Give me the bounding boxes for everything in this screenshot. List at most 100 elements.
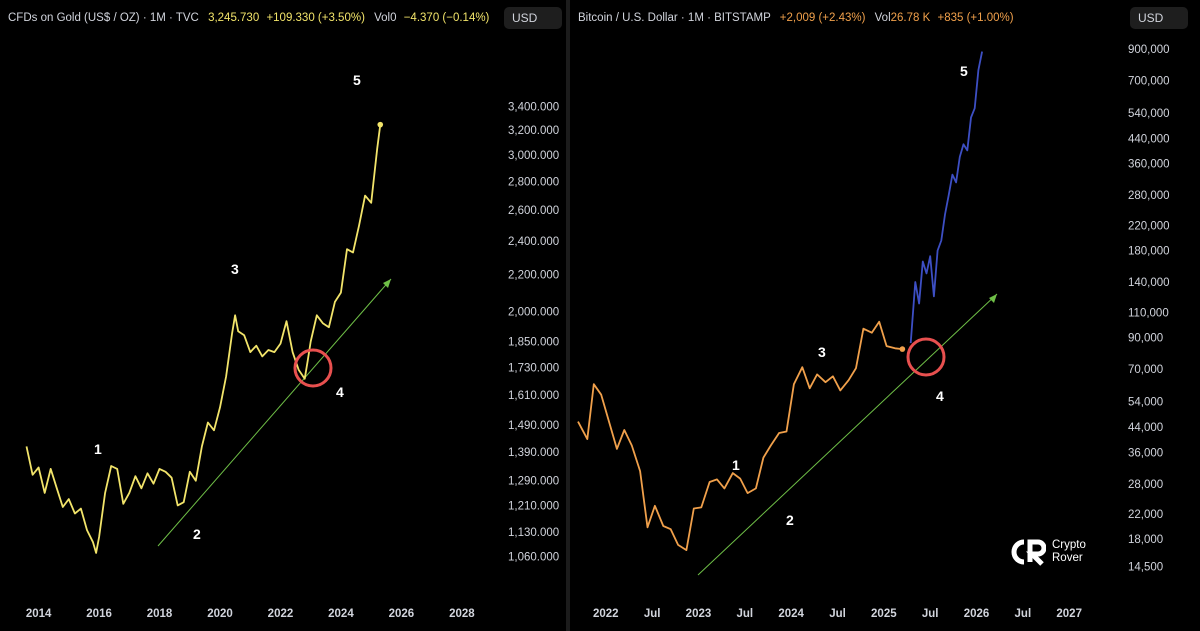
btc-vol-label: Vol bbox=[874, 12, 891, 24]
btc-x-tick-label: 2024 bbox=[778, 608, 804, 620]
btc-series-line-0 bbox=[577, 320, 903, 551]
gold-x-tick-label: 2022 bbox=[268, 608, 294, 620]
gold-last-price: 3,245.730 bbox=[208, 12, 260, 24]
gold-x-tick-label: 2026 bbox=[389, 608, 415, 620]
btc-y-tick-label: 110,000 bbox=[1128, 307, 1169, 319]
btc-x-axis: 2022 Jul 2023 Jul 2024 Jul 2025 Jul 2026 Jul 2027 bbox=[593, 608, 1082, 620]
gold-change: +109.330 (+3.50%) bbox=[266, 12, 365, 24]
gold-chart-svg: 1,060.000 1,130.000 1,210.000 1,290.000 1,39… bbox=[25, 72, 559, 620]
gold-x-tick-label: 2024 bbox=[328, 608, 354, 620]
btc-wave-4: 4 bbox=[936, 388, 944, 404]
watermark-line2: Rover bbox=[1052, 552, 1083, 564]
btc-y-tick-label: 540,000 bbox=[1128, 108, 1170, 120]
btc-change: +2,009 (+2.43%) bbox=[779, 12, 866, 24]
btc-y-tick-label: 280,000 bbox=[1128, 190, 1170, 202]
gold-currency-button[interactable]: USD bbox=[504, 7, 562, 29]
btc-wave-2: 2 bbox=[786, 512, 794, 528]
gold-y-tick-label: 2,200.000 bbox=[508, 270, 559, 282]
gold-y-tick-label: 1,850.000 bbox=[508, 337, 559, 349]
gold-vol-label: Vol bbox=[374, 12, 391, 24]
gold-y-tick-label: 3,400.000 bbox=[508, 102, 559, 114]
btc-title: Bitcoin / U.S. Dollar · 1M · BITSTAMP bbox=[578, 12, 771, 24]
gold-wave4-circle bbox=[293, 348, 333, 388]
gold-y-tick-label: 1,130.000 bbox=[508, 527, 559, 539]
btc-x-tick-label: Jul bbox=[644, 608, 661, 620]
btc-y-tick-label: 440,000 bbox=[1128, 133, 1170, 145]
btc-y-tick-label: 14,500 bbox=[1128, 561, 1163, 573]
gold-chart-panel: CFDs on Gold (US$ / OZ) · 1M · TVC 3,245… bbox=[0, 0, 566, 631]
gold-wave-5: 5 bbox=[353, 72, 361, 88]
gold-y-tick-label: 1,290.000 bbox=[508, 476, 559, 488]
btc-last-price-dot bbox=[899, 346, 906, 352]
btc-vol-value: 26.78 K bbox=[890, 12, 931, 24]
gold-y-tick-label: 1,390.000 bbox=[508, 447, 559, 459]
btc-y-tick-label: 900,000 bbox=[1128, 44, 1170, 56]
gold-x-axis: 2014 2016 2018 2020 2022 2024 2026 2028 bbox=[26, 608, 475, 620]
gold-y-tick-label: 1,730.000 bbox=[508, 362, 559, 374]
btc-x-tick-label: 2025 bbox=[871, 608, 897, 620]
btc-y-tick-label: 140,000 bbox=[1128, 277, 1170, 289]
gold-y-tick-label: 1,210.000 bbox=[508, 500, 559, 512]
gold-y-tick-label: 1,060.000 bbox=[508, 552, 559, 564]
gold-x-tick-label: 2020 bbox=[207, 608, 233, 620]
gold-y-tick-label: 2,400.000 bbox=[508, 236, 559, 248]
gold-wave-3: 3 bbox=[231, 261, 239, 277]
gold-trendline bbox=[157, 278, 392, 547]
gold-y-tick-label: 3,200.000 bbox=[508, 125, 559, 137]
btc-x-tick-label: Jul bbox=[922, 608, 939, 620]
gold-y-tick-label: 2,800.000 bbox=[508, 177, 559, 189]
btc-y-tick-label: 180,000 bbox=[1128, 246, 1170, 258]
gold-wave-labels: 1 2 3 4 5 bbox=[94, 72, 361, 542]
gold-series bbox=[25, 121, 384, 554]
btc-wave-1: 1 bbox=[732, 457, 740, 473]
btc-wave4-circle bbox=[906, 337, 946, 377]
gold-vol-change: −4.370 (−0.14%) bbox=[403, 12, 490, 24]
btc-y-tick-label: 44,000 bbox=[1128, 422, 1163, 434]
btc-trendline bbox=[697, 293, 998, 576]
gold-wave-1: 1 bbox=[94, 441, 102, 457]
btc-wave-3: 3 bbox=[818, 344, 826, 360]
btc-header: Bitcoin / U.S. Dollar · 1M · BITSTAMP +2… bbox=[578, 12, 1014, 24]
gold-wave-2: 2 bbox=[193, 526, 201, 542]
gold-x-tick-label: 2018 bbox=[147, 608, 173, 620]
gold-trendline-arrowhead bbox=[383, 279, 391, 288]
gold-y-tick-label: 2,600.000 bbox=[508, 205, 559, 217]
btc-x-tick-label: 2027 bbox=[1056, 608, 1082, 620]
btc-wave-labels: 1 2 3 4 5 bbox=[732, 63, 968, 528]
gold-vol-value: 0 bbox=[390, 12, 397, 24]
btc-x-tick-label: Jul bbox=[829, 608, 846, 620]
gold-y-tick-label: 1,610.000 bbox=[508, 390, 559, 402]
btc-series-line-1 bbox=[909, 51, 983, 344]
gold-x-tick-label: 2016 bbox=[86, 608, 112, 620]
btc-x-tick-label: 2022 bbox=[593, 608, 619, 620]
btc-vol-change: +835 (+1.00%) bbox=[937, 12, 1014, 24]
gold-last-price-dot bbox=[377, 121, 384, 128]
btc-y-tick-label: 36,000 bbox=[1128, 447, 1163, 459]
gold-y-tick-label: 1,490.000 bbox=[508, 420, 559, 432]
gold-series-line-0 bbox=[25, 124, 382, 554]
btc-trendline-arrowhead bbox=[989, 294, 997, 303]
btc-y-tick-label: 22,000 bbox=[1128, 509, 1163, 521]
btc-y-tick-label: 360,000 bbox=[1128, 159, 1170, 171]
btc-currency-button[interactable]: USD bbox=[1130, 7, 1188, 29]
gold-y-tick-label: 3,000.000 bbox=[508, 150, 559, 162]
gold-wave-4: 4 bbox=[336, 384, 344, 400]
btc-chart-svg: 14,500 18,000 22,000 28,000 36,000 44,000 54,0… bbox=[577, 44, 1170, 620]
btc-y-tick-label: 18,000 bbox=[1128, 534, 1163, 546]
gold-y-tick-label: 2,000.000 bbox=[508, 306, 559, 318]
btc-chart-panel: Bitcoin / U.S. Dollar · 1M · BITSTAMP +2… bbox=[570, 0, 1200, 631]
btc-y-tick-label: 700,000 bbox=[1128, 75, 1170, 87]
btc-y-axis: 14,500 18,000 22,000 28,000 36,000 44,000 54,0… bbox=[1128, 44, 1170, 574]
btc-y-tick-label: 28,000 bbox=[1128, 479, 1163, 491]
gold-title: CFDs on Gold (US$ / OZ) · 1M · TVC bbox=[8, 12, 199, 24]
btc-x-tick-label: 2023 bbox=[686, 608, 712, 620]
btc-x-tick-label: Jul bbox=[737, 608, 754, 620]
btc-x-tick-label: Jul bbox=[1015, 608, 1032, 620]
btc-x-tick-label: 2026 bbox=[964, 608, 990, 620]
crypto-rover-watermark: Crypto Rover bbox=[1010, 538, 1086, 566]
panel-divider[interactable] bbox=[566, 0, 570, 631]
btc-y-tick-label: 90,000 bbox=[1128, 332, 1163, 344]
gold-y-axis: 1,060.000 1,130.000 1,210.000 1,290.000 1,39… bbox=[508, 102, 559, 564]
btc-y-tick-label: 70,000 bbox=[1128, 364, 1163, 376]
crypto-rover-logo-icon bbox=[1011, 539, 1046, 566]
